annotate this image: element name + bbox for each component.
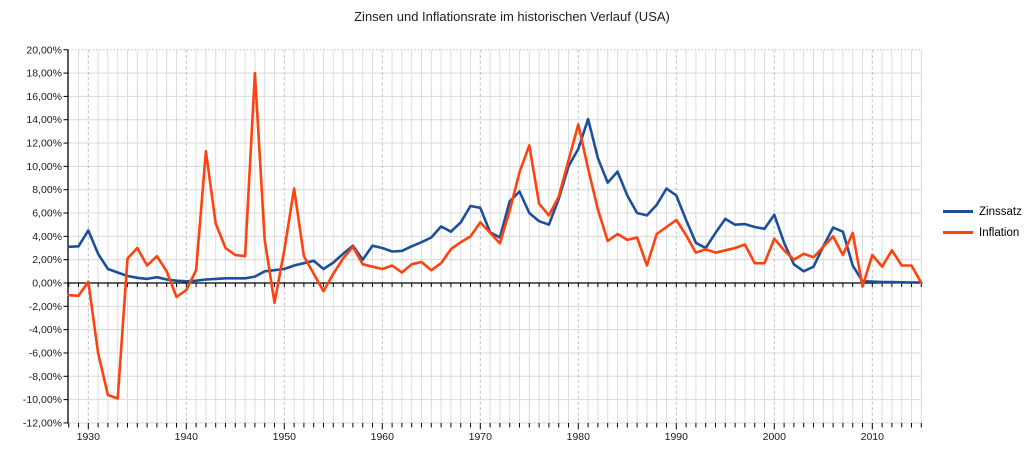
x-axis-tick-label: 1970 — [469, 431, 493, 443]
legend-item-inflation: Inflation — [943, 222, 1022, 243]
y-axis-tick-label: -8,00% — [29, 371, 62, 383]
y-axis-tick-label: 2,00% — [32, 254, 62, 266]
x-axis-tick-label: 1990 — [665, 431, 689, 443]
y-axis-tick-label: 12,00% — [26, 138, 62, 150]
x-axis-tick-label: 1950 — [273, 431, 297, 443]
y-axis-tick-label: 4,00% — [32, 231, 62, 243]
zinssatz-line-swatch-icon — [943, 210, 973, 213]
legend-label-zinssatz: Zinssatz — [979, 205, 1022, 218]
series-line-inflation — [67, 71, 923, 400]
y-axis-tick-label: 6,00% — [32, 208, 62, 220]
x-axis-tick-label: 1940 — [175, 431, 199, 443]
inflation-line-swatch-icon — [943, 231, 973, 234]
x-axis-tick-label: 1930 — [77, 431, 101, 443]
legend-label-inflation: Inflation — [979, 226, 1020, 239]
y-axis-tick-label: 20,00% — [26, 44, 62, 56]
y-axis-tick-label: 18,00% — [26, 68, 62, 80]
y-axis-tick-label: 0,00% — [32, 278, 62, 290]
series-line-zinssatz — [67, 117, 923, 284]
y-axis-tick-label: -2,00% — [29, 301, 62, 313]
legend-item-zinssatz: Zinssatz — [943, 201, 1022, 222]
y-axis-tick-label: -12,00% — [23, 417, 62, 429]
y-axis-tick-label: 14,00% — [26, 114, 62, 126]
chart-legend: Zinssatz Inflation — [943, 201, 1022, 243]
x-axis-tick-label: 2000 — [763, 431, 787, 443]
y-axis-tick-label: -4,00% — [29, 324, 62, 336]
y-axis-tick-label: 8,00% — [32, 184, 62, 196]
x-axis-tick-label: 2010 — [861, 431, 885, 443]
chart-title: Zinsen und Inflationsrate im historische… — [354, 9, 670, 24]
y-axis-tick-label: -6,00% — [29, 347, 62, 359]
x-axis-tick-label: 1960 — [371, 431, 395, 443]
y-axis-tick-label: 16,00% — [26, 91, 62, 103]
y-axis-tick-label: 10,00% — [26, 161, 62, 173]
y-axis-tick-label: -10,00% — [23, 394, 62, 406]
x-axis-tick-label: 1980 — [567, 431, 591, 443]
